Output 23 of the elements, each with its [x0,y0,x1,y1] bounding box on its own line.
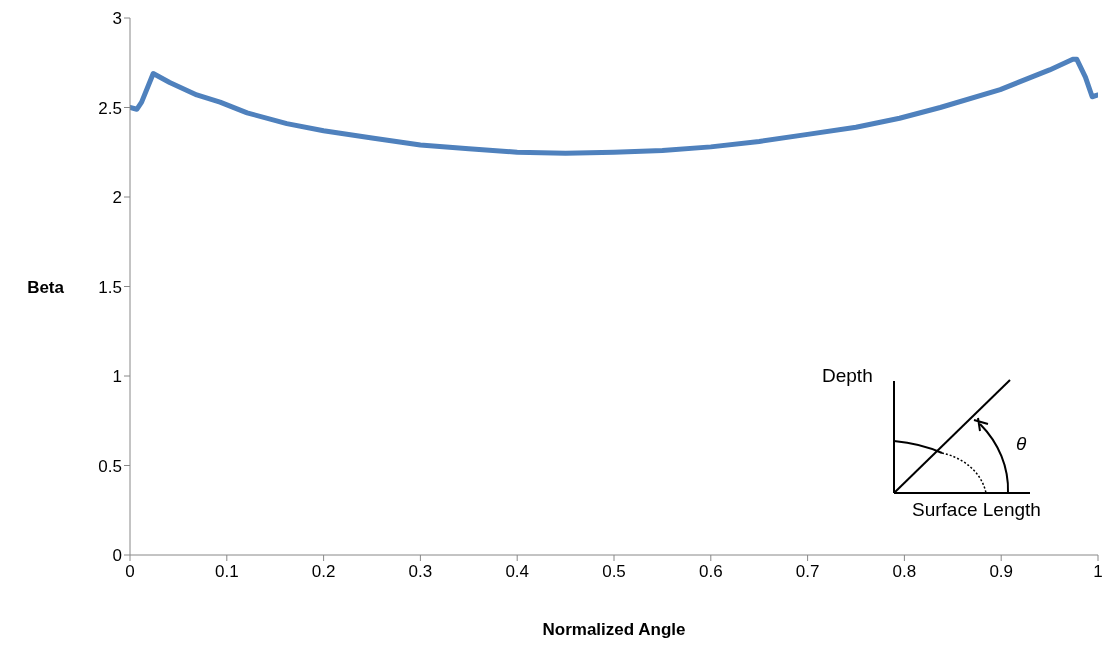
y-tick-label: 3 [112,9,122,29]
x-axis-title: Normalized Angle [541,620,687,640]
x-tick-label: 1 [1093,562,1103,582]
y-tick-label: 0.5 [98,456,122,476]
y-tick-label: 1 [112,367,122,387]
x-tick-label: 0 [125,562,135,582]
annotation: θ [1016,433,1027,454]
y-tick-label: 0 [112,546,122,566]
y-tick-label: 2.5 [98,98,122,118]
x-tick-label: 0.3 [408,562,433,582]
x-tick-label: 0.4 [505,562,530,582]
annotation: Depth [822,365,873,386]
x-tick-label: 0.7 [795,562,820,582]
x-tick-label: 0.8 [892,562,917,582]
y-axis-title: Beta [26,278,64,298]
y-tick-label: 1.5 [98,277,122,297]
x-tick-label: 0.5 [602,562,626,582]
x-tick-label: 0.2 [311,562,336,582]
annotation: Surface Length [912,499,1041,520]
x-tick-label: 0.1 [214,562,239,582]
y-tick-label: 2 [112,188,122,208]
x-tick-label: 0.9 [989,562,1014,582]
x-tick-label: 0.6 [698,562,723,582]
